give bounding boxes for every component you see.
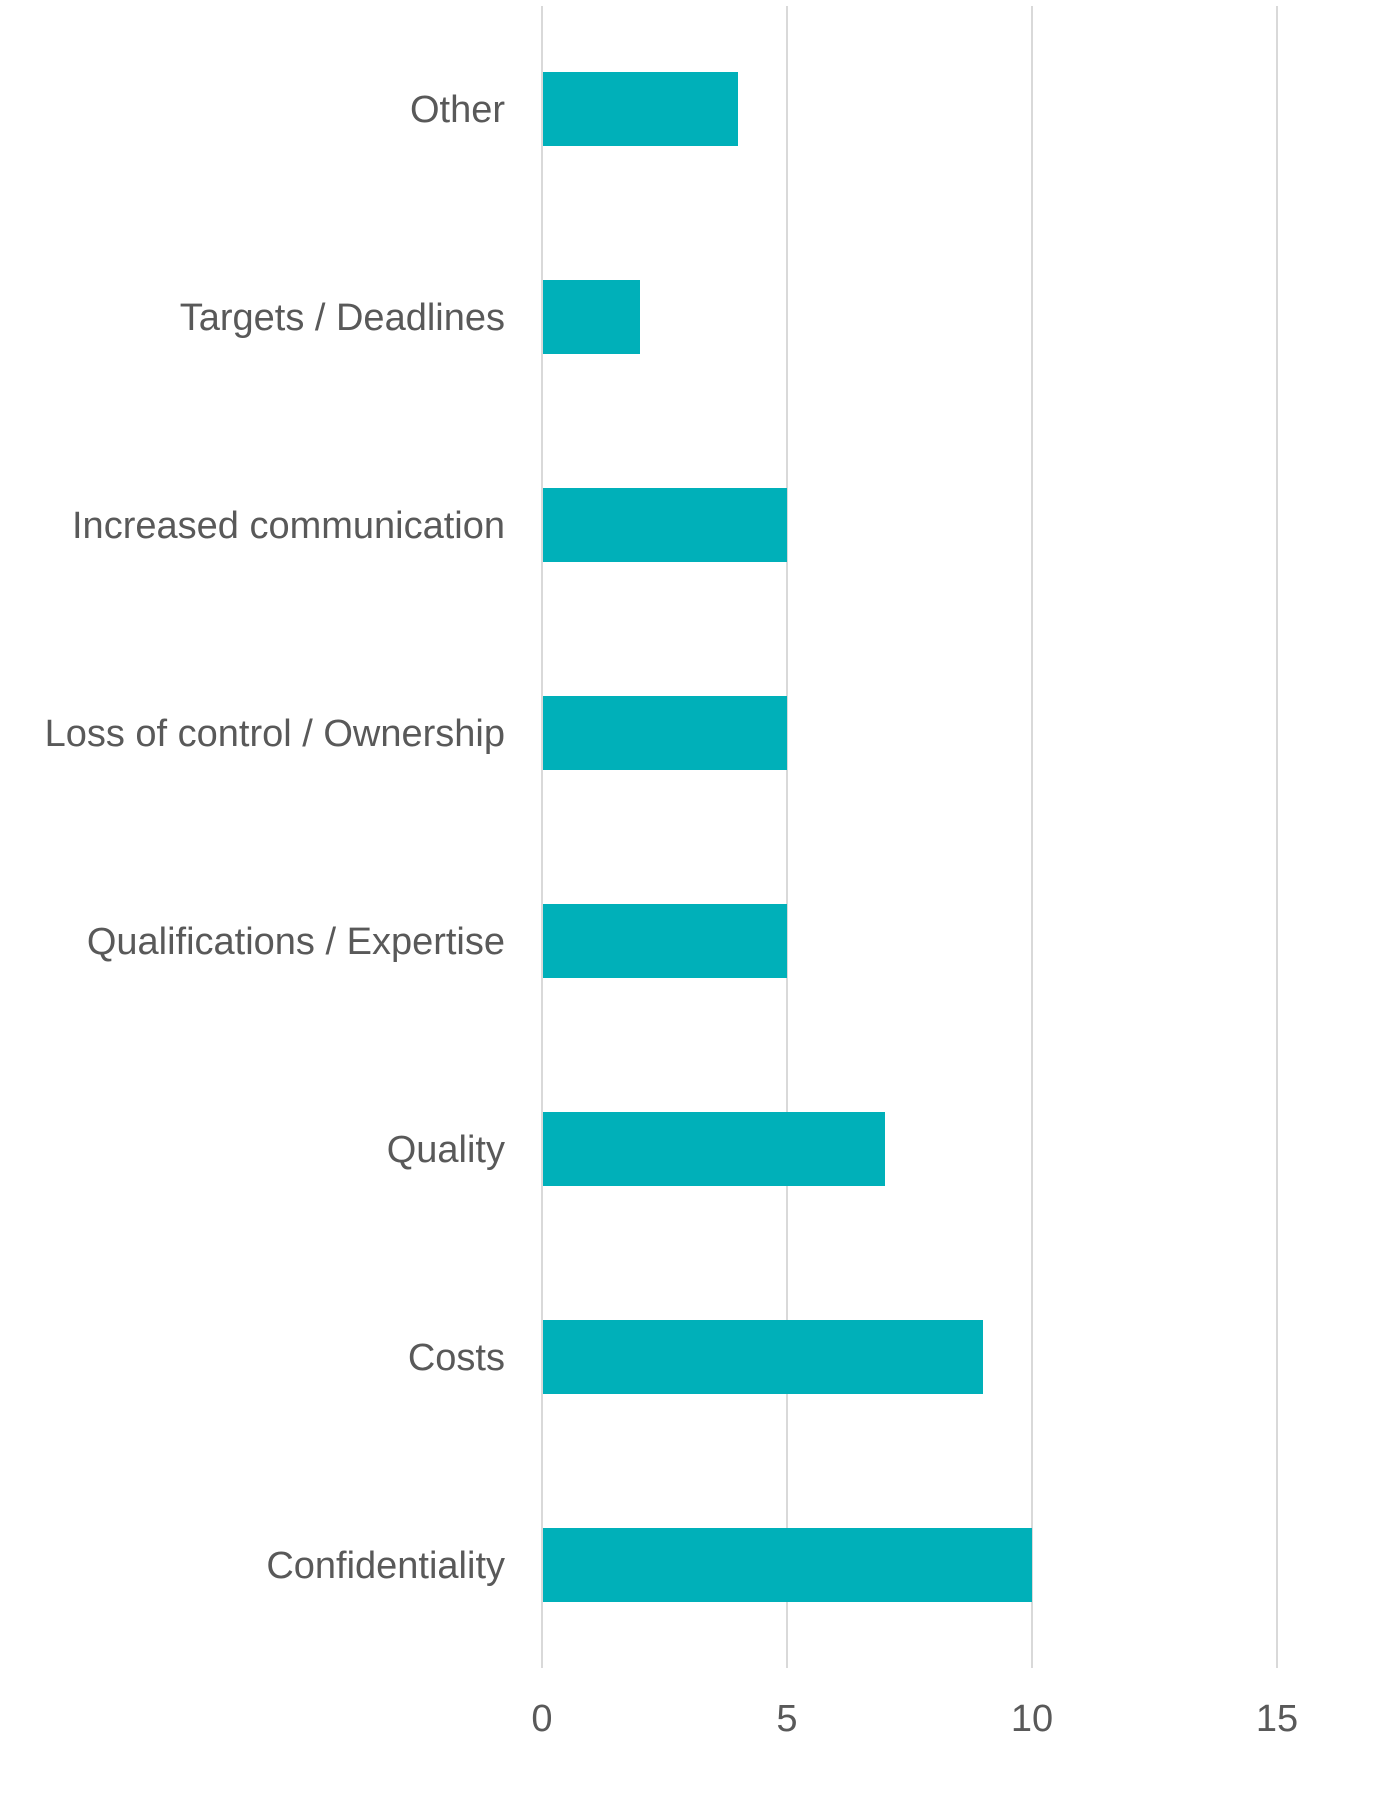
x-tick-label: 5: [776, 1698, 797, 1740]
bar-qualifications-expertise: [543, 904, 787, 978]
category-labels: Other Targets / Deadlines Increased commun…: [45, 89, 506, 1587]
x-tick-labels: 0 5 10 15: [531, 1698, 1298, 1740]
category-label-costs: Costs: [408, 1337, 505, 1379]
bar-costs: [543, 1320, 983, 1394]
bars: [543, 72, 1032, 1602]
bar-loss-of-control-ownership: [543, 696, 787, 770]
category-label-increased-communication: Increased communication: [72, 505, 505, 547]
bar-confidentiality: [543, 1528, 1032, 1602]
bar-quality: [543, 1112, 885, 1186]
category-label-quality: Quality: [387, 1129, 505, 1171]
gridlines: [541, 6, 1278, 1668]
category-label-targets-deadlines: Targets / Deadlines: [180, 297, 505, 339]
bar-targets-deadlines: [543, 280, 640, 354]
category-label-loss-of-control-ownership: Loss of control / Ownership: [45, 713, 505, 755]
bar-increased-communication: [543, 488, 787, 562]
category-label-other: Other: [410, 89, 505, 131]
bar-other: [543, 72, 738, 146]
category-label-qualifications-expertise: Qualifications / Expertise: [87, 921, 505, 963]
x-tick-label: 0: [531, 1698, 552, 1740]
category-label-confidentiality: Confidentiality: [266, 1545, 505, 1587]
x-tick-label: 10: [1011, 1698, 1053, 1740]
x-tick-label: 15: [1256, 1698, 1298, 1740]
